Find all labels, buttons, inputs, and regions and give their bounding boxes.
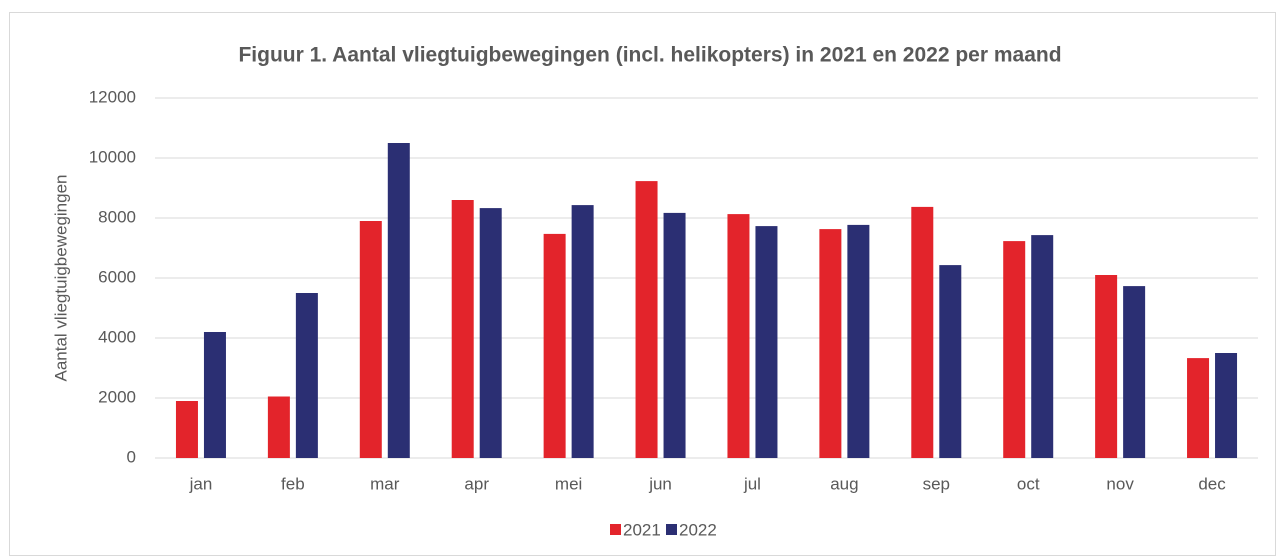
bar — [479, 208, 502, 458]
x-tick-label: jan — [189, 474, 213, 493]
bar — [1003, 241, 1026, 458]
bar — [847, 224, 870, 458]
x-tick-label: oct — [1017, 474, 1040, 493]
y-tick-label: 0 — [127, 447, 136, 466]
bar — [387, 143, 410, 458]
legend-swatch — [666, 524, 677, 535]
bar — [819, 229, 842, 458]
bar — [295, 293, 318, 458]
x-tick-label: feb — [281, 474, 305, 493]
y-tick-label: 10000 — [89, 147, 136, 166]
x-tick-label: nov — [1106, 474, 1134, 493]
legend-swatch — [610, 524, 621, 535]
bar — [1095, 275, 1118, 458]
legend-label: 2021 — [623, 520, 661, 539]
bar — [175, 401, 198, 458]
bar — [1215, 353, 1238, 458]
y-tick-label: 8000 — [98, 207, 136, 226]
bar — [939, 265, 962, 458]
bar — [267, 396, 290, 458]
x-tick-label: sep — [923, 474, 950, 493]
bar — [1123, 286, 1146, 458]
x-tick-label: mar — [370, 474, 400, 493]
bar — [451, 200, 474, 458]
bar — [1187, 358, 1210, 458]
bar — [663, 212, 686, 458]
bar — [1031, 235, 1054, 458]
legend-label: 2022 — [679, 520, 717, 539]
x-tick-label: dec — [1198, 474, 1226, 493]
bar — [755, 226, 778, 458]
y-tick-label: 2000 — [98, 387, 136, 406]
bar — [571, 205, 594, 458]
bar — [911, 206, 934, 458]
x-tick-label: apr — [464, 474, 489, 493]
x-tick-label: mei — [555, 474, 582, 493]
bar — [359, 221, 382, 458]
x-tick-label: aug — [830, 474, 858, 493]
bar — [727, 214, 750, 458]
x-tick-label: jul — [743, 474, 761, 493]
y-tick-label: 6000 — [98, 267, 136, 286]
chart-title: Figuur 1. Aantal vliegtuigbewegingen (in… — [238, 44, 1061, 67]
bar — [543, 233, 566, 458]
y-axis-label: Aantal vliegtuigbewegingen — [51, 175, 70, 382]
bar — [203, 332, 226, 458]
bar — [635, 181, 658, 458]
x-tick-label: jun — [648, 474, 672, 493]
y-tick-label: 12000 — [89, 87, 136, 106]
y-tick-label: 4000 — [98, 327, 136, 346]
